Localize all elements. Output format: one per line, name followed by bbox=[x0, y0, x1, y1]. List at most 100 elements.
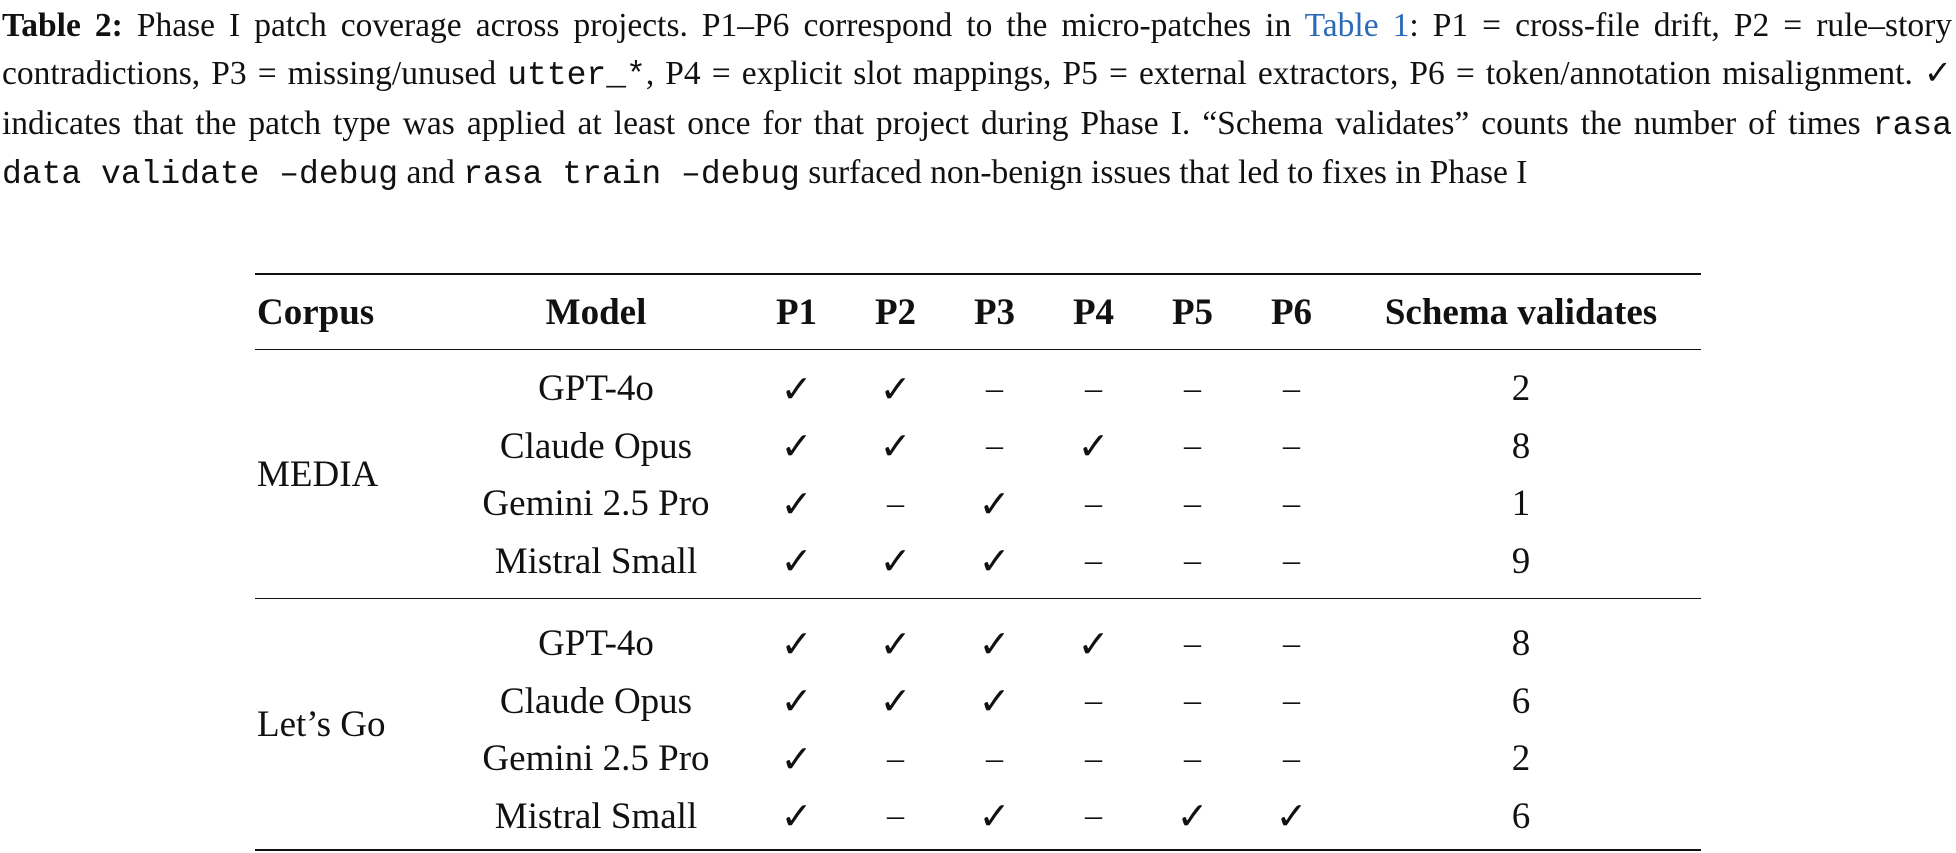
model-cell: Gemini 2.5 Pro bbox=[482, 738, 710, 780]
table-row: Gemini 2.5 Pro ✓ – ✓ – – – 1 bbox=[255, 475, 1701, 533]
table-caption: Table 2: Phase I patch coverage across p… bbox=[2, 2, 1952, 199]
patch-cell: – bbox=[887, 797, 904, 835]
patch-cell: – bbox=[1283, 484, 1300, 522]
model-cell: Mistral Small bbox=[494, 795, 698, 837]
patch-cell: ✓ bbox=[978, 539, 1011, 584]
patch-cell: – bbox=[1283, 369, 1300, 407]
patch-cell: ✓ bbox=[1077, 621, 1110, 666]
caption-text-1: Phase I patch coverage across projects. … bbox=[122, 7, 1305, 44]
patch-cell: ✓ bbox=[978, 621, 1011, 666]
header-row: Corpus Model P1 P2 P3 P4 P5 P6 Schema va… bbox=[255, 274, 1701, 350]
patch-cell: ✓ bbox=[879, 366, 912, 411]
patch-cell: ✓ bbox=[780, 679, 813, 724]
header-corpus: Corpus bbox=[257, 291, 375, 333]
table-group-media: MEDIA GPT-4o ✓ ✓ – – – – 2 Claude Opus ✓… bbox=[255, 350, 1701, 599]
model-cell: GPT-4o bbox=[538, 623, 654, 665]
corpus-cell: MEDIA bbox=[257, 453, 379, 495]
patch-cell: ✓ bbox=[879, 621, 912, 666]
model-cell: GPT-4o bbox=[538, 368, 654, 410]
model-cell: Mistral Small bbox=[494, 540, 698, 582]
patch-cell: ✓ bbox=[879, 539, 912, 584]
table-row: Gemini 2.5 Pro ✓ – – – – – 2 bbox=[255, 730, 1701, 788]
patch-cell: ✓ bbox=[780, 794, 813, 839]
header-p6: P6 bbox=[1270, 291, 1313, 333]
schema-cell: 9 bbox=[1511, 540, 1531, 582]
header-p4: P4 bbox=[1072, 291, 1115, 333]
patch-cell: – bbox=[1085, 369, 1102, 407]
patch-cell: ✓ bbox=[1275, 794, 1308, 839]
table-header: Corpus Model P1 P2 P3 P4 P5 P6 Schema va… bbox=[255, 274, 1701, 350]
header-p1: P1 bbox=[775, 291, 818, 333]
schema-cell: 8 bbox=[1511, 623, 1531, 665]
patch-cell: – bbox=[1184, 624, 1201, 662]
patch-cell: ✓ bbox=[780, 481, 813, 526]
patch-cell: – bbox=[1085, 739, 1102, 777]
patch-cell: – bbox=[1184, 427, 1201, 465]
patch-cell: ✓ bbox=[879, 424, 912, 469]
patch-cell: – bbox=[986, 369, 1003, 407]
schema-cell: 2 bbox=[1511, 738, 1531, 780]
patch-cell: – bbox=[1184, 369, 1201, 407]
caption-text-3: , P4 = explicit slot mappings, P5 = exte… bbox=[2, 54, 1952, 142]
patch-cell: ✓ bbox=[978, 679, 1011, 724]
patch-cell: ✓ bbox=[978, 481, 1011, 526]
patch-cell: – bbox=[1085, 797, 1102, 835]
header-p5: P5 bbox=[1171, 291, 1214, 333]
patch-coverage-table: Corpus Model P1 P2 P3 P4 P5 P6 Schema va… bbox=[255, 273, 1701, 851]
table-group-lets-go: Let’s Go GPT-4o ✓ ✓ ✓ ✓ – – 8 Claude Opu… bbox=[255, 599, 1701, 851]
patch-cell: – bbox=[1184, 682, 1201, 720]
schema-cell: 6 bbox=[1511, 795, 1531, 837]
model-cell: Claude Opus bbox=[499, 680, 693, 722]
patch-cell: ✓ bbox=[1176, 794, 1209, 839]
patch-cell: – bbox=[1283, 624, 1300, 662]
header-p3: P3 bbox=[973, 291, 1016, 333]
patch-cell: – bbox=[986, 739, 1003, 777]
caption-code-validate: rasa data validate –debug bbox=[2, 106, 1952, 194]
patch-cell: – bbox=[1184, 484, 1201, 522]
patch-cell: – bbox=[1283, 542, 1300, 580]
patch-cell: ✓ bbox=[1077, 424, 1110, 469]
patch-cell: – bbox=[1184, 542, 1201, 580]
patch-cell: ✓ bbox=[879, 679, 912, 724]
table-1-link[interactable]: Table 1 bbox=[1304, 7, 1410, 44]
schema-cell: 1 bbox=[1511, 483, 1531, 525]
patch-cell: – bbox=[1085, 484, 1102, 522]
caption-label: Table 2: bbox=[2, 7, 123, 44]
patch-cell: – bbox=[986, 427, 1003, 465]
table-row: Mistral Small ✓ ✓ ✓ – – – 9 bbox=[255, 533, 1701, 599]
patch-cell: – bbox=[1085, 542, 1102, 580]
table-row: Mistral Small ✓ – ✓ – ✓ ✓ 6 bbox=[255, 788, 1701, 851]
header-model: Model bbox=[545, 291, 647, 333]
patch-coverage-table-wrapper: Corpus Model P1 P2 P3 P4 P5 P6 Schema va… bbox=[255, 273, 1701, 851]
caption-code-train: rasa train –debug bbox=[463, 156, 800, 194]
table-row: Claude Opus ✓ ✓ – ✓ – – 8 bbox=[255, 418, 1701, 476]
caption-code-utter: utter_* bbox=[507, 56, 646, 94]
table-row: Let’s Go GPT-4o ✓ ✓ ✓ ✓ – – 8 bbox=[255, 599, 1701, 745]
header-p2: P2 bbox=[874, 291, 917, 333]
caption-text-4: and bbox=[398, 154, 464, 192]
patch-cell: – bbox=[1184, 739, 1201, 777]
header-schema-validates: Schema validates bbox=[1384, 291, 1658, 333]
patch-cell: – bbox=[1283, 739, 1300, 777]
caption-text-2: : P1 = cross-file drift, P2 = rule–story… bbox=[2, 7, 1953, 92]
patch-cell: ✓ bbox=[780, 366, 813, 411]
patch-cell: ✓ bbox=[780, 621, 813, 666]
schema-cell: 2 bbox=[1511, 368, 1531, 410]
patch-cell: ✓ bbox=[780, 736, 813, 781]
patch-cell: – bbox=[1283, 682, 1300, 720]
schema-cell: 8 bbox=[1511, 425, 1531, 467]
table-row: MEDIA GPT-4o ✓ ✓ – – – – 2 bbox=[255, 350, 1701, 495]
schema-cell: 6 bbox=[1511, 680, 1531, 722]
patch-cell: – bbox=[1283, 427, 1300, 465]
patch-cell: – bbox=[887, 484, 904, 522]
patch-cell: ✓ bbox=[978, 794, 1011, 839]
model-cell: Gemini 2.5 Pro bbox=[482, 483, 710, 525]
patch-cell: ✓ bbox=[780, 539, 813, 584]
patch-cell: – bbox=[887, 739, 904, 777]
corpus-cell: Let’s Go bbox=[257, 703, 386, 745]
model-cell: Claude Opus bbox=[499, 425, 693, 467]
caption-text-5: surfaced non-benign issues that led to f… bbox=[799, 154, 1528, 192]
table-row: Claude Opus ✓ ✓ ✓ – – – 6 bbox=[255, 673, 1701, 731]
patch-cell: ✓ bbox=[780, 424, 813, 469]
patch-cell: – bbox=[1085, 682, 1102, 720]
